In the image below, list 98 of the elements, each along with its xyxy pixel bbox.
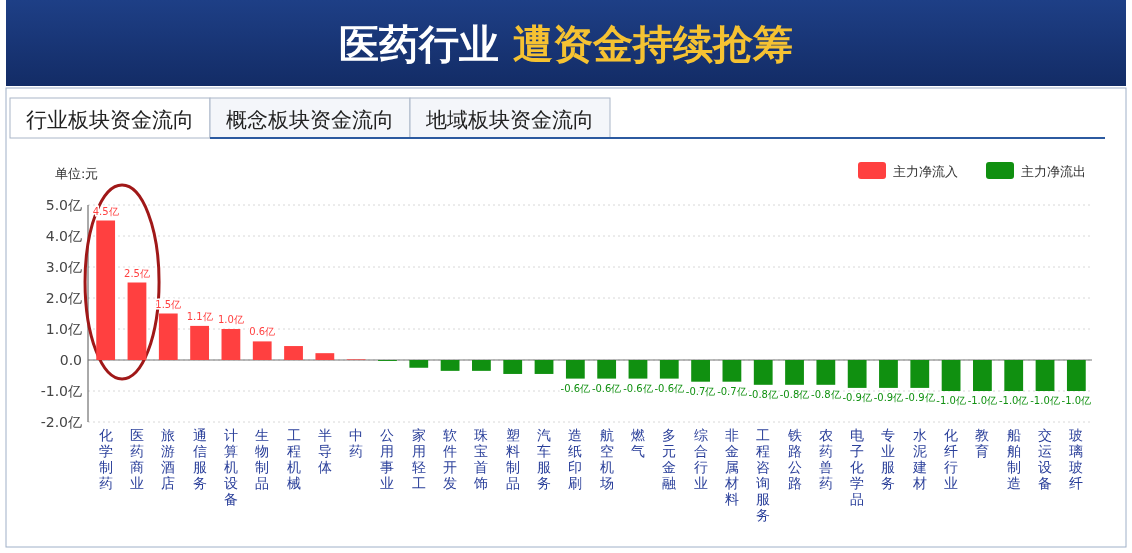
bar bbox=[816, 360, 836, 385]
bar bbox=[722, 360, 742, 382]
bar bbox=[284, 346, 303, 360]
y-axis-title: 单位:元 bbox=[55, 166, 99, 181]
x-tick-label: 航空机场 bbox=[598, 427, 614, 491]
x-tick-label: 化学制药 bbox=[98, 427, 113, 491]
legend-label: 主力净流出 bbox=[1021, 164, 1086, 179]
text: 行业板块资金流向 bbox=[26, 108, 194, 132]
data-label: -1.0亿 bbox=[967, 395, 998, 406]
x-tick-label: 多元金融 bbox=[662, 427, 677, 491]
x-tick-label: 专业服务 bbox=[881, 427, 896, 491]
bar bbox=[847, 360, 867, 388]
bar bbox=[659, 360, 679, 379]
x-tick-label: 玻璃玻纤 bbox=[1069, 427, 1084, 491]
text: 概念板块资金流向 bbox=[226, 108, 394, 132]
x-tick-label: 燃气 bbox=[630, 427, 645, 459]
bar bbox=[440, 360, 460, 371]
bar bbox=[879, 360, 898, 388]
y-tick-label: 5.0亿 bbox=[45, 197, 82, 213]
x-tick-label: 医药商业 bbox=[129, 427, 144, 491]
x-tick-label: 家用轻工 bbox=[411, 427, 426, 491]
data-label: -0.6亿 bbox=[591, 382, 622, 394]
bar bbox=[1035, 360, 1055, 391]
x-tick-label: 综合行业 bbox=[693, 427, 708, 491]
data-label: -1.0亿 bbox=[1030, 395, 1060, 406]
bar bbox=[973, 360, 992, 391]
y-tick-label: -1.0亿 bbox=[40, 383, 82, 399]
data-label: 2.5亿 bbox=[124, 267, 150, 279]
bar bbox=[252, 341, 272, 360]
data-label: -0.8亿 bbox=[748, 388, 778, 400]
x-tick-label: 公用事业 bbox=[380, 427, 395, 491]
x-tick-label: 造纸印刷 bbox=[568, 427, 583, 491]
text: 地域板块资金流向 bbox=[425, 108, 594, 132]
data-label: -1.0亿 bbox=[998, 395, 1029, 406]
x-tick-label: 软件开发 bbox=[443, 427, 458, 491]
data-label: -0.9亿 bbox=[842, 391, 872, 403]
x-tick-label: 教育 bbox=[975, 427, 990, 459]
bar bbox=[785, 360, 804, 385]
data-label: -1.0亿 bbox=[1061, 395, 1092, 406]
bar bbox=[691, 360, 710, 382]
y-tick-label: 4.0亿 bbox=[45, 228, 82, 244]
data-label: 1.0亿 bbox=[217, 314, 244, 325]
bar bbox=[158, 313, 178, 360]
x-tick-label: 水泥建材 bbox=[911, 427, 927, 491]
x-tick-label: 交运设备 bbox=[1038, 427, 1053, 491]
bar bbox=[472, 360, 491, 371]
x-tick-label: 中药 bbox=[349, 427, 364, 459]
data-label: -0.6亿 bbox=[623, 382, 653, 394]
bar bbox=[409, 360, 429, 368]
x-tick-label: 珠宝首饰 bbox=[473, 427, 489, 491]
bar bbox=[190, 325, 209, 360]
data-label: -0.6亿 bbox=[654, 382, 685, 394]
bar bbox=[127, 282, 147, 360]
bar bbox=[315, 353, 335, 360]
x-tick-label: 生物制品 bbox=[255, 427, 270, 491]
x-tick-label: 铁路公路 bbox=[786, 427, 802, 491]
data-label: -0.7亿 bbox=[685, 385, 716, 397]
data-label: -0.9亿 bbox=[905, 391, 935, 403]
bar bbox=[1004, 360, 1024, 391]
y-tick-label: 1.0亿 bbox=[45, 321, 82, 337]
x-tick-label: 电子化学品 bbox=[850, 427, 865, 507]
bar bbox=[1066, 360, 1086, 391]
y-tick-label: 0.0 bbox=[59, 352, 82, 368]
bar bbox=[597, 360, 617, 379]
x-tick-label: 工程咨询服务 bbox=[756, 427, 771, 523]
chart-title: 医药行业 遭资金持续抢筹 bbox=[339, 21, 793, 67]
bar bbox=[753, 360, 773, 385]
x-tick-label: 非金属材料 bbox=[723, 427, 739, 507]
x-tick-label: 旅游酒店 bbox=[161, 427, 176, 491]
x-tick-label: 农药兽药 bbox=[818, 427, 833, 491]
bar bbox=[534, 360, 554, 374]
data-label: -0.8亿 bbox=[779, 388, 810, 400]
bar bbox=[96, 220, 116, 360]
bar bbox=[628, 360, 648, 379]
bar bbox=[565, 360, 585, 379]
data-label: -0.7亿 bbox=[717, 385, 747, 397]
bar bbox=[941, 360, 961, 391]
data-label: 1.1亿 bbox=[186, 310, 213, 322]
data-label: -0.6亿 bbox=[560, 382, 591, 394]
x-tick-label: 工程机械 bbox=[286, 427, 301, 491]
bar bbox=[910, 360, 930, 388]
x-tick-label: 船舶制造 bbox=[1006, 427, 1021, 491]
x-tick-label: 半导体 bbox=[317, 427, 332, 475]
legend-label: 主力净流入 bbox=[893, 164, 958, 179]
data-label: -0.9亿 bbox=[873, 391, 904, 403]
x-tick-label: 塑料制品 bbox=[505, 427, 520, 491]
data-label: 0.6亿 bbox=[249, 326, 276, 338]
x-tick-label: 通信服务 bbox=[192, 427, 207, 491]
x-tick-label: 化纤行业 bbox=[944, 427, 959, 491]
data-label: -0.8亿 bbox=[811, 388, 841, 400]
y-tick-label: 3.0亿 bbox=[45, 259, 82, 275]
bar bbox=[221, 329, 241, 360]
y-tick-label: 2.0亿 bbox=[45, 290, 82, 306]
bar bbox=[503, 360, 523, 374]
x-tick-label: 汽车服务 bbox=[537, 427, 552, 491]
y-tick-label: -2.0亿 bbox=[40, 414, 82, 430]
x-tick-label: 计算机设备 bbox=[223, 427, 238, 507]
data-label: -1.0亿 bbox=[936, 395, 966, 406]
